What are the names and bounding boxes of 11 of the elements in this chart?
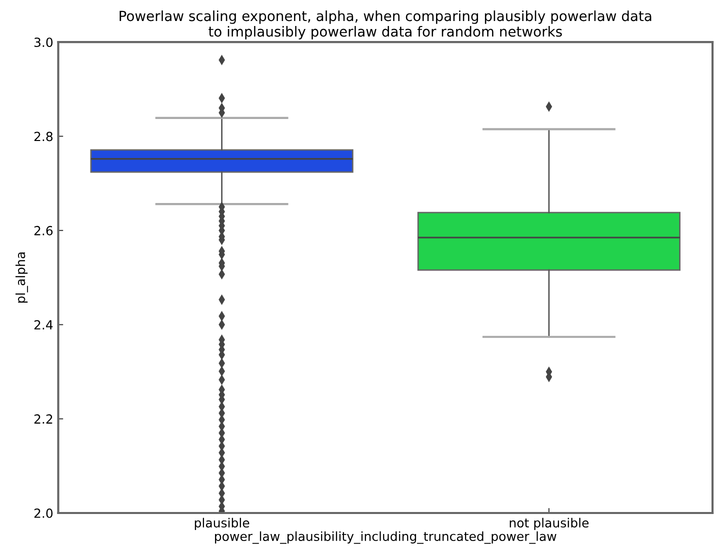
chart-title: Powerlaw scaling exponent, alpha, when comparing plausibly powerlaw data to implausibly powerlaw data for random networks xyxy=(120,10,652,40)
y-axis-title: pl_alpha xyxy=(16,252,28,303)
x-tick-label: plausible xyxy=(194,518,250,530)
y-tick-label: 2.4 xyxy=(34,320,53,330)
y-tick-label: 2.6 xyxy=(34,226,53,236)
y-tick-label: 2.2 xyxy=(34,414,52,424)
y-tick-label: 2.0 xyxy=(34,508,53,518)
y-tick-label: 2.8 xyxy=(34,132,53,142)
y-tick-label: 3.0 xyxy=(34,38,53,48)
x-tick-label: not plausible xyxy=(510,518,589,530)
x-axis-title: power_law_plausibility_including_truncated_power_law xyxy=(215,531,556,544)
